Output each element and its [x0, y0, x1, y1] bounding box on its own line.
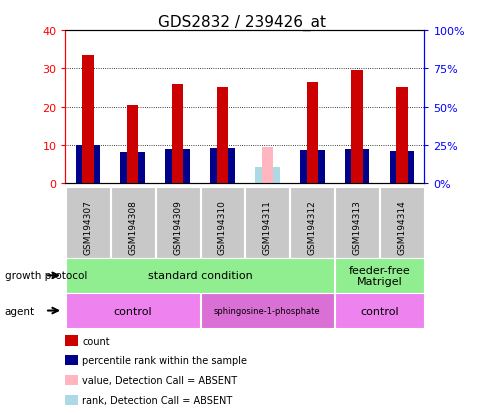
- Text: GSM194310: GSM194310: [217, 200, 227, 255]
- Text: GSM194307: GSM194307: [83, 200, 92, 255]
- Text: sphingosine-1-phosphate: sphingosine-1-phosphate: [213, 306, 320, 315]
- Text: feeder-free
Matrigel: feeder-free Matrigel: [348, 265, 409, 287]
- Bar: [165, 150, 190, 184]
- Text: standard condition: standard condition: [148, 271, 252, 281]
- Text: rank, Detection Call = ABSENT: rank, Detection Call = ABSENT: [82, 395, 232, 405]
- Bar: [299, 151, 324, 184]
- Bar: [306, 83, 317, 184]
- Bar: [172, 84, 183, 184]
- Bar: [76, 145, 100, 184]
- Text: GSM194308: GSM194308: [128, 200, 137, 255]
- Text: count: count: [82, 336, 110, 346]
- Text: GSM194311: GSM194311: [262, 200, 272, 255]
- Bar: [210, 149, 234, 184]
- Bar: [82, 56, 93, 184]
- Bar: [351, 71, 362, 184]
- Text: GSM194312: GSM194312: [307, 200, 316, 255]
- Text: agent: agent: [5, 306, 35, 316]
- Bar: [255, 168, 279, 184]
- Bar: [120, 152, 145, 184]
- Bar: [127, 105, 138, 184]
- Text: GDS2832 / 239426_at: GDS2832 / 239426_at: [158, 14, 326, 31]
- Text: control: control: [360, 306, 398, 316]
- Bar: [395, 88, 407, 184]
- Bar: [261, 147, 272, 184]
- Text: percentile rank within the sample: percentile rank within the sample: [82, 356, 247, 366]
- Text: growth protocol: growth protocol: [5, 271, 87, 281]
- Text: GSM194314: GSM194314: [396, 200, 406, 255]
- Text: value, Detection Call = ABSENT: value, Detection Call = ABSENT: [82, 375, 237, 385]
- Bar: [389, 152, 413, 184]
- Text: control: control: [113, 306, 152, 316]
- Bar: [216, 88, 227, 184]
- Text: GSM194313: GSM194313: [352, 200, 361, 255]
- Bar: [344, 150, 369, 184]
- Text: GSM194309: GSM194309: [173, 200, 182, 255]
